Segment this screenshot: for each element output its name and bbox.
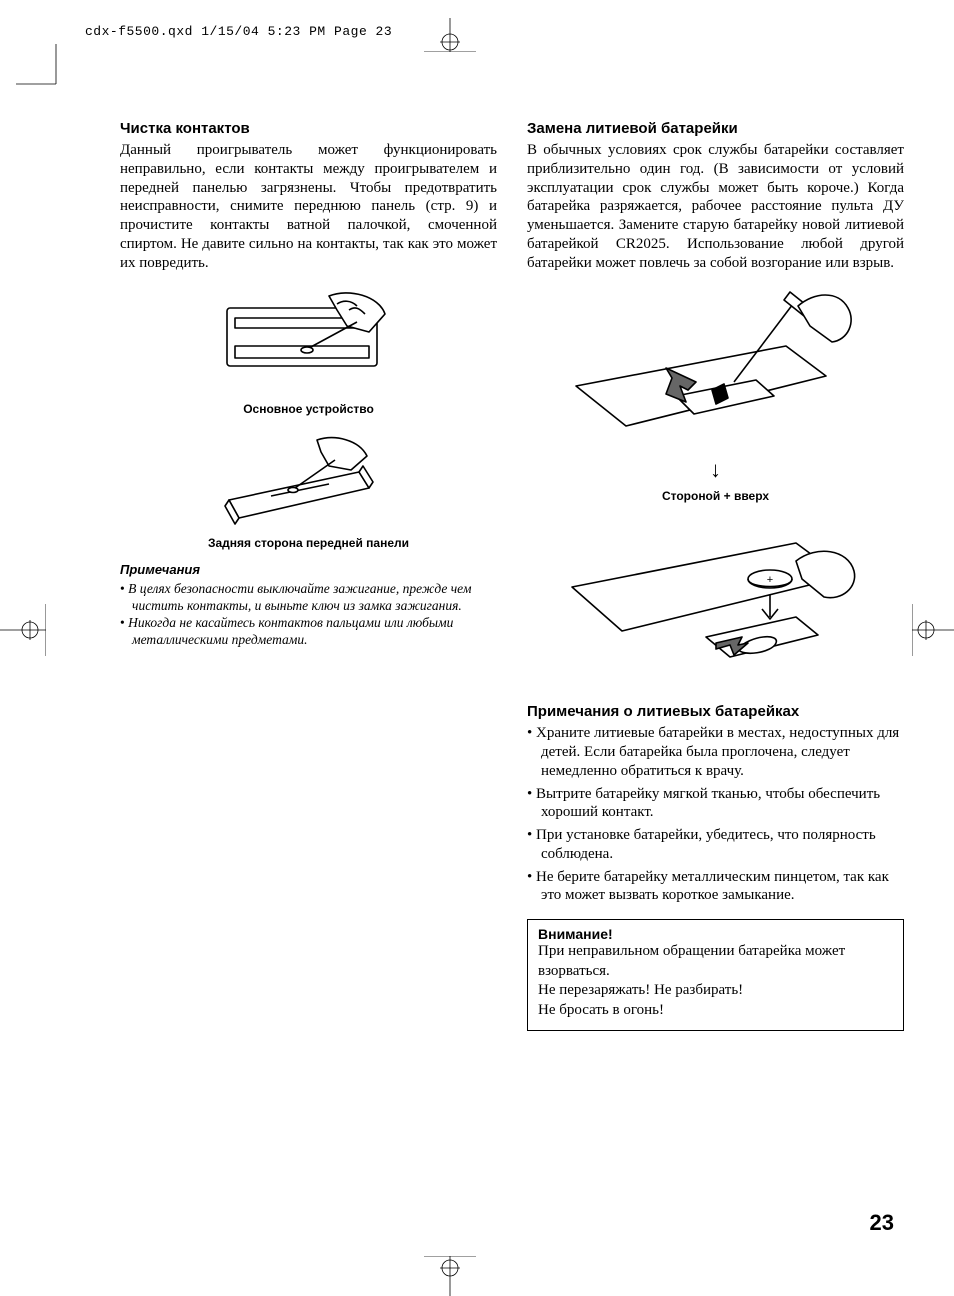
lithium-notes-list: Храните литиевые батарейки в местах, нед… [527,724,904,905]
svg-text:+: + [766,574,772,586]
caption-rear-panel: Задняя сторона передней панели [120,536,497,550]
note-item: Никогда не касайтесь контактов пальцами … [132,615,497,649]
page-number: 23 [870,1210,894,1236]
figure-main-unit [209,286,409,396]
crop-mark-left [0,600,46,660]
print-slug: cdx-f5500.qxd 1/15/04 5:23 PM Page 23 [85,24,392,39]
warning-line: При неправильном обращении батарейка мож… [538,942,893,981]
heading-lithium-notes: Примечания о литиевых батарейках [527,703,904,720]
caption-side-up: Стороной + вверх [527,489,904,503]
list-item: Храните литиевые батарейки в местах, нед… [541,724,904,780]
warning-box: Внимание! При неправильном обращении бат… [527,919,904,1031]
figure-remove-battery [566,286,866,451]
crop-mark-bottom [420,1256,480,1296]
warning-line: Не бросать в огонь! [538,1001,893,1021]
notes-heading: Примечания [120,562,497,577]
crop-corner-tl [16,44,76,104]
list-item: Не берите батарейку металлическим пинцет… [541,868,904,906]
down-arrow-icon: ↓ [527,457,904,483]
list-item: При установке батарейки, убедитесь, что … [541,826,904,864]
figure-insert-battery: + [566,517,866,687]
warning-title: Внимание! [538,926,893,942]
warning-line: Не перезаряжать! Не разбирать! [538,981,893,1001]
list-item: Вытрите батарейку мягкой тканью, чтобы о… [541,785,904,823]
heading-battery: Замена литиевой батарейки [527,120,904,137]
body-battery: В обычных условиях срок службы батарейки… [527,141,904,272]
crop-mark-right [912,600,954,660]
heading-cleaning: Чистка контактов [120,120,497,137]
body-cleaning: Данный проигрыватель может функционирова… [120,141,497,272]
right-column: Замена литиевой батарейки В обычных усло… [527,120,904,1031]
notes-list: В целях безопасности выключайте зажигани… [120,581,497,649]
caption-main-unit: Основное устройство [120,402,497,416]
left-column: Чистка контактов Данный проигрыватель мо… [120,120,497,1031]
crop-mark-top [420,18,480,52]
figure-rear-panel [209,430,409,530]
note-item: В целях безопасности выключайте зажигани… [132,581,497,615]
